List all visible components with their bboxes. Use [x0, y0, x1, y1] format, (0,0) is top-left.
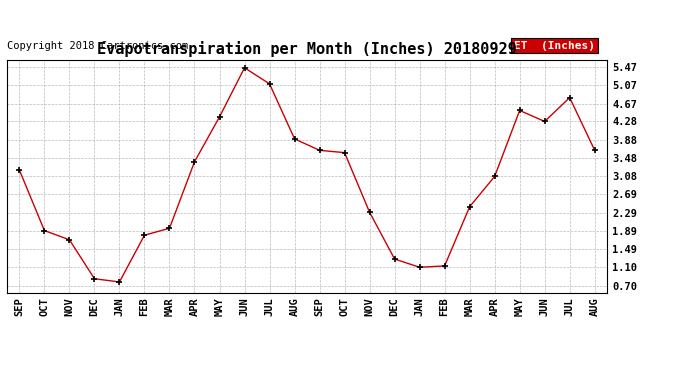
Title: Evapotranspiration per Month (Inches) 20180929: Evapotranspiration per Month (Inches) 20… [97, 42, 517, 57]
Text: ET  (Inches): ET (Inches) [514, 41, 595, 51]
Text: Copyright 2018 Cartronics.com: Copyright 2018 Cartronics.com [7, 41, 188, 51]
